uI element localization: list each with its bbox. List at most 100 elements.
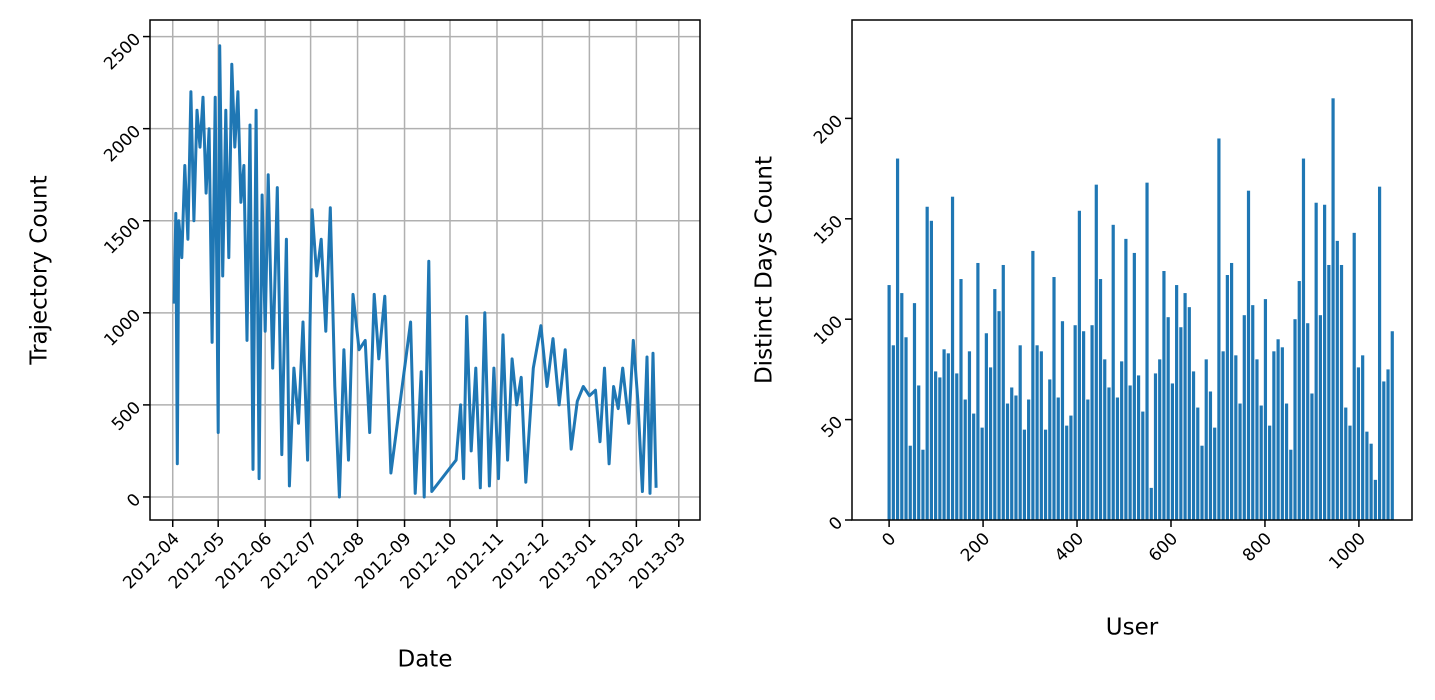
bar xyxy=(1069,415,1073,520)
y-tick-label: 0 xyxy=(825,513,847,535)
bar xyxy=(1065,425,1069,520)
bar xyxy=(1145,182,1149,520)
y-tick-label: 50 xyxy=(818,413,847,442)
bar xyxy=(921,449,925,520)
bar xyxy=(972,413,976,520)
bar xyxy=(1196,407,1200,520)
plot-frame xyxy=(851,19,1413,521)
bar xyxy=(908,445,912,520)
bar xyxy=(1115,397,1120,520)
bar xyxy=(1060,321,1065,520)
bar xyxy=(984,333,988,520)
x-tick-label: 600 xyxy=(1145,529,1182,566)
bar xyxy=(1263,299,1268,520)
bar xyxy=(1331,98,1335,520)
bar xyxy=(1094,184,1098,520)
bar xyxy=(963,399,967,520)
bar xyxy=(1386,369,1390,520)
bar xyxy=(1323,204,1327,520)
bar xyxy=(1103,359,1107,520)
bar xyxy=(938,377,942,520)
bar xyxy=(895,158,900,521)
bar xyxy=(1018,345,1022,520)
x-tick-label: 800 xyxy=(1239,529,1276,566)
bar xyxy=(1344,407,1348,520)
bar xyxy=(1365,431,1369,520)
bar xyxy=(1327,264,1331,520)
y-tick-label: 0 xyxy=(123,490,145,512)
bar xyxy=(1293,319,1297,520)
y-tick-label: 1500 xyxy=(100,214,145,259)
bar xyxy=(1259,405,1263,520)
y-tick-label: 100 xyxy=(810,312,847,349)
bar xyxy=(976,262,980,520)
bar xyxy=(900,293,904,520)
y-axis-label: Trajectory Count xyxy=(27,175,53,365)
bar xyxy=(1124,238,1128,521)
bar xyxy=(1149,487,1153,520)
y-tick-label: 200 xyxy=(810,111,847,148)
bar xyxy=(993,289,997,520)
bar xyxy=(1162,271,1166,520)
bar xyxy=(1225,275,1229,520)
bar xyxy=(887,285,891,520)
bar xyxy=(1335,240,1339,520)
bar xyxy=(1073,325,1077,520)
bar xyxy=(1111,224,1115,520)
bar xyxy=(1310,393,1314,520)
bar xyxy=(1242,315,1246,520)
bar xyxy=(1200,445,1204,520)
bar xyxy=(934,371,938,520)
bar xyxy=(988,367,993,520)
bar xyxy=(980,427,984,520)
bar xyxy=(1306,323,1310,520)
bar xyxy=(1107,387,1111,520)
bar xyxy=(1128,385,1132,520)
bar xyxy=(1208,391,1213,520)
bar xyxy=(950,196,955,520)
bar xyxy=(904,337,908,520)
y-tick-label: 150 xyxy=(810,212,847,249)
bar xyxy=(1268,425,1272,520)
bar xyxy=(1136,375,1141,520)
bar xyxy=(1382,381,1386,520)
bar xyxy=(1369,443,1373,520)
bar xyxy=(1048,379,1052,520)
y-tick-label: 1000 xyxy=(100,306,145,351)
bar xyxy=(1132,252,1136,520)
bar xyxy=(1179,327,1183,520)
bar xyxy=(942,349,946,520)
bar xyxy=(1339,264,1344,520)
bar xyxy=(1183,293,1187,520)
bar xyxy=(1297,281,1301,520)
bar xyxy=(1052,277,1056,520)
bar xyxy=(1141,411,1145,520)
y-tick-label: 2000 xyxy=(100,122,145,167)
bar xyxy=(1039,351,1043,520)
bar xyxy=(1014,395,1018,520)
bar xyxy=(1352,232,1356,520)
x-tick-label: 400 xyxy=(1051,529,1088,566)
bar xyxy=(1284,403,1289,520)
bar xyxy=(1314,202,1318,520)
bar xyxy=(1301,158,1306,521)
bar xyxy=(1289,449,1293,520)
bar xyxy=(1361,355,1365,520)
bar xyxy=(946,353,950,520)
bar xyxy=(955,373,959,520)
bar xyxy=(1217,138,1221,521)
bar xyxy=(1246,190,1251,520)
x-tick-label: 0 xyxy=(878,529,900,551)
bar xyxy=(1086,399,1090,520)
bar xyxy=(1229,262,1234,520)
x-axis-label: Date xyxy=(398,647,453,673)
bar xyxy=(1221,351,1225,520)
bar xyxy=(1022,429,1027,520)
bar xyxy=(959,279,963,520)
bar xyxy=(1187,307,1191,520)
bar xyxy=(1272,351,1276,520)
bar xyxy=(1348,425,1352,520)
bar xyxy=(1204,359,1208,520)
data-line xyxy=(172,44,658,499)
